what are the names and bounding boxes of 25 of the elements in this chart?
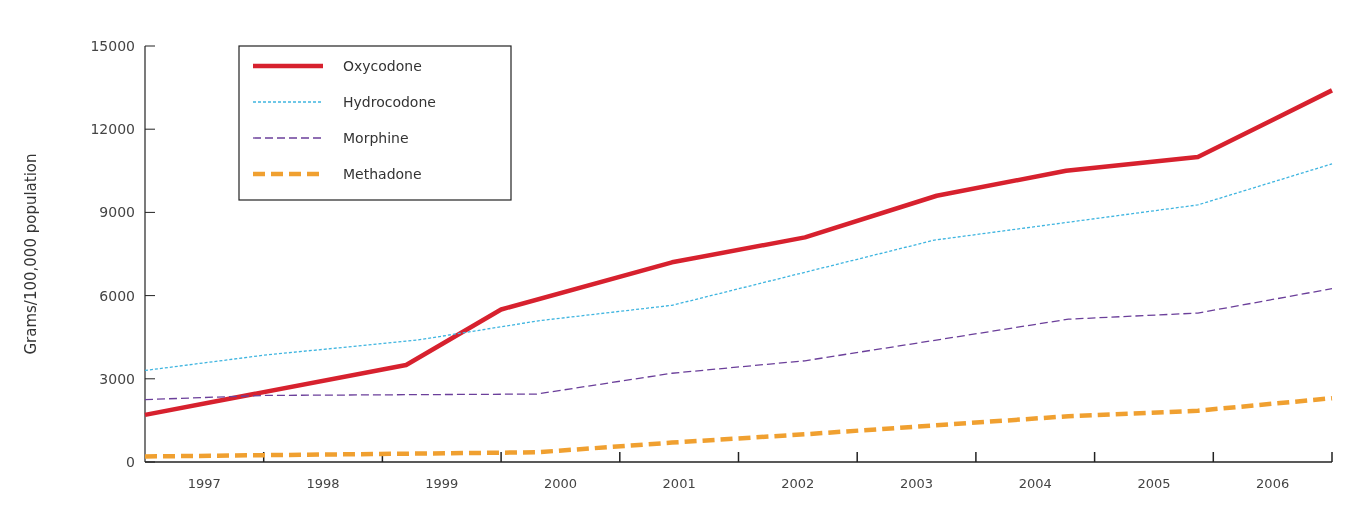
legend-label: Morphine (343, 129, 409, 146)
y-tick-label: 6000 (99, 287, 135, 304)
x-tick-label: 2005 (1137, 476, 1171, 491)
x-tick-label: 2002 (781, 476, 815, 491)
x-tick-label: 2003 (900, 476, 934, 491)
x-tick-label: 2006 (1256, 476, 1290, 491)
x-tick-label: 1999 (425, 476, 459, 491)
x-tick-label: 2000 (543, 476, 577, 491)
legend-label: Oxycodone (343, 57, 422, 74)
y-tick-label: 0 (126, 453, 135, 470)
line-series (142, 88, 1335, 418)
y-axis-title: Grams/100,000 population (22, 153, 40, 355)
y-tick-label: 3000 (99, 370, 135, 387)
y-tick-label: 9000 (99, 204, 135, 221)
x-tick-label: 2001 (662, 476, 696, 491)
line-series (142, 395, 1335, 459)
line-series (144, 288, 1333, 401)
line-series (144, 163, 1333, 372)
legend-label: Hydrocodone (343, 93, 436, 110)
x-tick-label: 1997 (187, 476, 221, 491)
legend-label: Methadone (343, 165, 422, 182)
x-tick-label: 2004 (1018, 476, 1052, 491)
y-tick-label: 15000 (90, 37, 135, 54)
y-tick-label: 12000 (90, 121, 135, 138)
x-tick-label: 1998 (306, 476, 340, 491)
